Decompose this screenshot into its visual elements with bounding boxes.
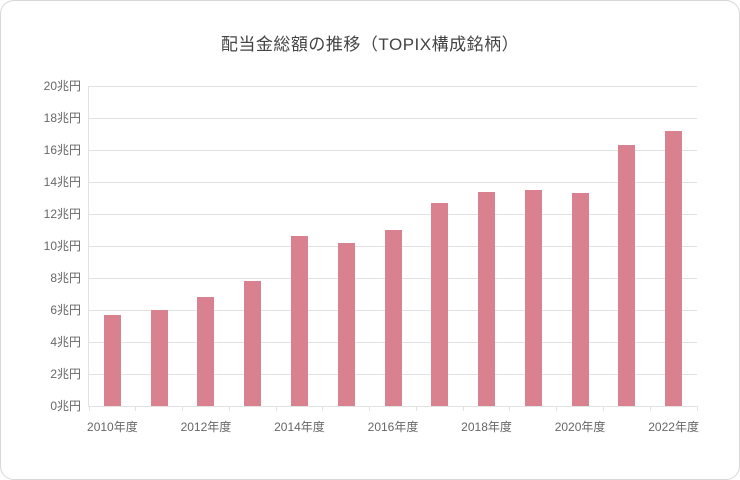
- bar: [290, 236, 308, 406]
- bar: [384, 230, 402, 406]
- gridline: [89, 214, 697, 215]
- x-axis-tick: [602, 406, 604, 411]
- bar: [618, 145, 636, 406]
- gridline: [89, 182, 697, 183]
- y-axis-label: 20兆円: [43, 79, 81, 93]
- bar: [571, 193, 589, 406]
- y-axis-label: 6兆円: [50, 303, 81, 317]
- x-axis-tick: [696, 406, 698, 411]
- bar: [478, 191, 496, 406]
- gridline: [89, 86, 697, 87]
- x-axis-tick: [88, 406, 90, 411]
- x-axis-tick: [556, 406, 558, 411]
- bar: [103, 314, 121, 406]
- gridline: [89, 150, 697, 151]
- bar: [431, 202, 449, 406]
- chart-title: 配当金総額の推移（TOPIX構成銘柄）: [220, 35, 520, 54]
- x-axis-label: 2022年度: [648, 420, 699, 434]
- bar: [150, 310, 168, 406]
- x-axis-tick: [322, 406, 324, 411]
- x-axis-tick: [649, 406, 651, 411]
- y-axis-label: 18兆円: [43, 111, 81, 125]
- bar: [337, 242, 355, 406]
- x-axis-label: 2020年度: [554, 420, 606, 434]
- bar: [244, 281, 262, 406]
- bar: [197, 297, 215, 406]
- y-axis-label: 2兆円: [50, 367, 81, 381]
- x-axis-tick: [415, 406, 417, 411]
- y-axis-label: 14兆円: [43, 175, 81, 189]
- y-axis-label: 16兆円: [43, 143, 81, 157]
- x-axis-tick: [369, 406, 371, 411]
- x-axis-tick: [228, 406, 230, 411]
- x-axis-label: 2018年度: [461, 420, 512, 434]
- x-axis-label: 2010年度: [87, 420, 138, 434]
- x-axis-label: 2012年度: [180, 420, 232, 434]
- gridline: [89, 118, 697, 119]
- x-axis-tick: [509, 406, 511, 411]
- x-axis-tick: [275, 406, 277, 411]
- y-axis-label: 4兆円: [50, 335, 81, 349]
- x-axis-tick: [462, 406, 464, 411]
- x-axis-label: 2016年度: [367, 420, 419, 434]
- x-axis-tick: [182, 406, 184, 411]
- y-axis-label: 12兆円: [43, 207, 81, 221]
- plot-area: 0兆円 2兆円 4兆円 6兆円 8兆円 10兆円 12兆円 14兆円 16兆円 18兆円 20兆円 2…: [44, 80, 699, 433]
- bar: [524, 190, 542, 406]
- y-axis-label: 8兆円: [50, 271, 81, 285]
- bar: [665, 130, 683, 406]
- x-axis-label: 2014年度: [274, 420, 325, 434]
- x-axis-tick: [135, 406, 137, 411]
- y-axis-label: 0兆円: [50, 399, 81, 413]
- y-axis-label: 10兆円: [43, 239, 81, 253]
